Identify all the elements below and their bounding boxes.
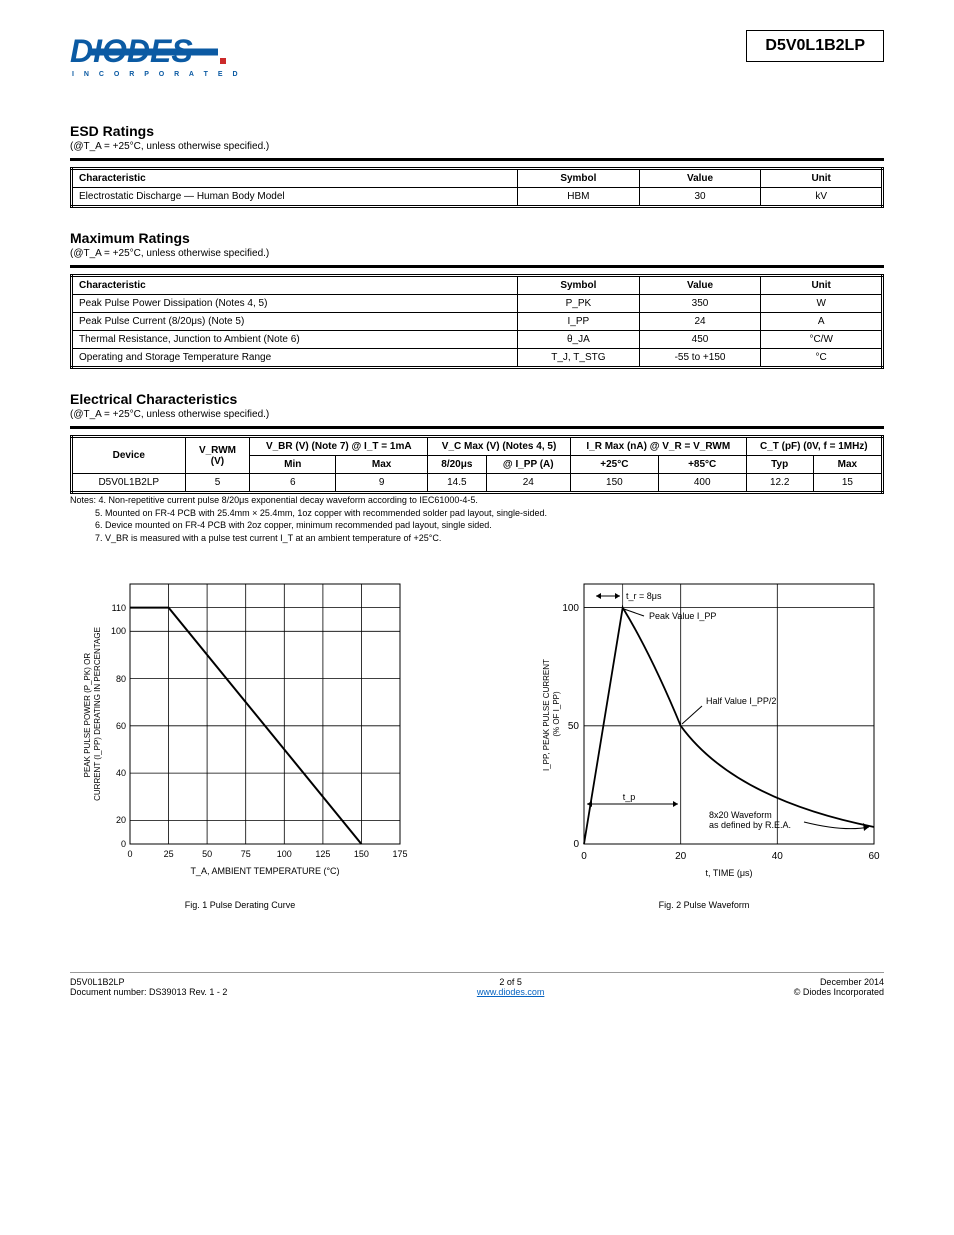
table-row: Peak Pulse Power Dissipation (Notes 4, 5… — [72, 295, 883, 313]
th-device: Device — [72, 437, 186, 474]
footer-left: D5V0L1B2LP Document number: DS39013 Rev.… — [70, 977, 227, 997]
svg-text:50: 50 — [202, 849, 212, 859]
th-ir: I_R Max (nA) @ V_R = V_RWM — [570, 437, 746, 456]
svg-text:20: 20 — [675, 851, 687, 862]
svg-text:t, TIME (μs): t, TIME (μs) — [705, 868, 752, 878]
diodes-logo-svg: DIODES I N C O R P O R A T E D — [70, 30, 240, 80]
logo: DIODES I N C O R P O R A T E D — [70, 30, 240, 83]
svg-text:100: 100 — [562, 603, 579, 614]
svg-text:Peak Value I_PP: Peak Value I_PP — [649, 611, 716, 621]
svg-text:T_A, AMBIENT TEMPERATURE (°C): T_A, AMBIENT TEMPERATURE (°C) — [190, 866, 339, 876]
divider — [70, 426, 884, 429]
fig1-caption: Fig. 1 Pulse Derating Curve — [185, 900, 296, 912]
th-symbol: Symbol — [518, 169, 640, 188]
section-max: Maximum Ratings (@T_A = +25°C, unless ot… — [70, 230, 884, 369]
max-title: Maximum Ratings — [70, 230, 884, 246]
svg-text:75: 75 — [241, 849, 251, 859]
divider — [70, 265, 884, 268]
th-characteristic: Characteristic — [72, 169, 518, 188]
svg-text:100: 100 — [277, 849, 292, 859]
notes-block: Notes: 4. Non-repetitive current pulse 8… — [70, 494, 884, 544]
svg-text:60: 60 — [116, 721, 126, 731]
th-value: Value — [639, 169, 761, 188]
svg-text:0: 0 — [573, 839, 579, 850]
svg-text:0: 0 — [581, 851, 587, 862]
svg-text:80: 80 — [116, 674, 126, 684]
footer-center: 2 of 5 www.diodes.com — [477, 977, 545, 997]
section-elec: Electrical Characteristics (@T_A = +25°C… — [70, 391, 884, 494]
svg-text:25: 25 — [164, 849, 174, 859]
table-row: Thermal Resistance, Junction to Ambient … — [72, 331, 883, 349]
svg-text:0: 0 — [127, 849, 132, 859]
charts-row: 0 20 40 60 80 100 110 0 25 50 75 100 125… — [70, 574, 884, 912]
svg-text:t_p: t_p — [623, 792, 636, 802]
elec-table: Device V_RWM (V) V_BR (V) (Note 7) @ I_T… — [70, 435, 884, 494]
svg-text:150: 150 — [354, 849, 369, 859]
svg-text:175: 175 — [392, 849, 407, 859]
svg-text:110: 110 — [112, 603, 126, 613]
svg-text:t_r = 8μs: t_r = 8μs — [626, 591, 662, 601]
esd-title: ESD Ratings — [70, 123, 884, 139]
notes-title: Notes: — [70, 495, 96, 505]
th-characteristic: Characteristic — [72, 276, 518, 295]
th-vc: V_C Max (V) (Notes 4, 5) — [428, 437, 571, 456]
max-subtitle: (@T_A = +25°C, unless otherwise specifie… — [70, 248, 884, 259]
elec-title: Electrical Characteristics — [70, 391, 884, 407]
table-row: Peak Pulse Current (8/20μs) (Note 5)I_PP… — [72, 313, 883, 331]
note-item: 7. V_BR is measured with a pulse test cu… — [95, 533, 441, 543]
max-table: Characteristic Symbol Value Unit Peak Pu… — [70, 274, 884, 369]
svg-text:60: 60 — [868, 851, 880, 862]
svg-text:I_PP, PEAK PULSE CURRENT: I_PP, PEAK PULSE CURRENT (% OF I_PP) — [542, 657, 561, 771]
svg-text:I N C O R P O R A T E D: I N C O R P O R A T E D — [72, 71, 240, 78]
svg-text:20: 20 — [116, 815, 126, 825]
table-row: Operating and Storage Temperature RangeT… — [72, 349, 883, 368]
svg-text:100: 100 — [111, 626, 126, 636]
part-number: D5V0L1B2LP — [765, 37, 865, 54]
fig1-chart: 0 20 40 60 80 100 110 0 25 50 75 100 125… — [70, 574, 410, 894]
th-ct: C_T (pF) (0V, f = 1MHz) — [746, 437, 882, 456]
footer-right: December 2014 © Diodes Incorporated — [794, 977, 884, 997]
svg-text:40: 40 — [116, 768, 126, 778]
th-unit: Unit — [761, 276, 883, 295]
footer-link[interactable]: www.diodes.com — [477, 987, 545, 997]
th-unit: Unit — [761, 169, 883, 188]
section-esd: ESD Ratings (@T_A = +25°C, unless otherw… — [70, 123, 884, 208]
table-row: Electrostatic Discharge — Human Body Mod… — [72, 188, 883, 207]
note-item: 4. Non-repetitive current pulse 8/20μs e… — [99, 495, 478, 505]
fig2-chart: t_r = 8μs Peak Value I_PP Half Value I_P… — [524, 574, 884, 894]
elec-subtitle: (@T_A = +25°C, unless otherwise specifie… — [70, 409, 884, 420]
table-row: D5V0L1B2LP 5 6 9 14.5 24 150 400 12.2 15 — [72, 474, 883, 493]
fig2-block: t_r = 8μs Peak Value I_PP Half Value I_P… — [524, 574, 884, 912]
svg-text:Half Value I_PP/2: Half Value I_PP/2 — [706, 696, 776, 706]
svg-text:40: 40 — [772, 851, 784, 862]
fig2-caption: Fig. 2 Pulse Waveform — [659, 900, 750, 912]
svg-text:0: 0 — [121, 839, 126, 849]
note-item: 6. Device mounted on FR-4 PCB with 2oz c… — [95, 520, 492, 530]
svg-text:125: 125 — [315, 849, 330, 859]
th-value: Value — [639, 276, 761, 295]
page-header: DIODES I N C O R P O R A T E D D5V0L1B2L… — [70, 30, 884, 83]
divider — [70, 158, 884, 161]
th-vrwm: V_RWM (V) — [185, 437, 250, 474]
th-vbr: V_BR (V) (Note 7) @ I_T = 1mA — [250, 437, 428, 456]
svg-text:PEAK PULSE POWER (P_PK) OR: PEAK PULSE POWER (P_PK) OR CURRENT (I_PP… — [83, 627, 102, 801]
svg-text:50: 50 — [568, 721, 580, 732]
part-number-box: D5V0L1B2LP — [746, 30, 884, 62]
th-symbol: Symbol — [518, 276, 640, 295]
fig1-block: 0 20 40 60 80 100 110 0 25 50 75 100 125… — [70, 574, 410, 912]
page-footer: D5V0L1B2LP Document number: DS39013 Rev.… — [70, 972, 884, 997]
esd-subtitle: (@T_A = +25°C, unless otherwise specifie… — [70, 141, 884, 152]
esd-table: Characteristic Symbol Value Unit Electro… — [70, 167, 884, 208]
note-item: 5. Mounted on FR-4 PCB with 25.4mm × 25.… — [95, 508, 547, 518]
